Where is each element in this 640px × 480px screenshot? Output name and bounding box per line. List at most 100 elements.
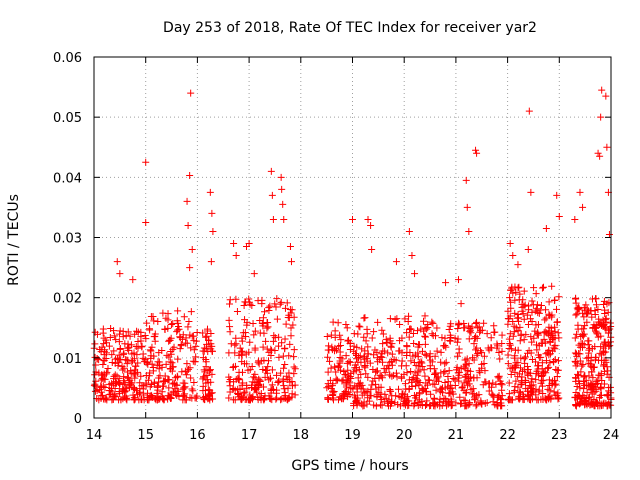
data-point bbox=[187, 89, 195, 97]
data-point bbox=[393, 315, 401, 323]
data-point bbox=[493, 344, 501, 352]
data-point bbox=[360, 333, 368, 341]
data-point bbox=[203, 340, 211, 348]
data-point bbox=[334, 319, 342, 327]
data-point bbox=[284, 396, 292, 404]
data-point bbox=[594, 402, 602, 410]
data-point bbox=[498, 347, 506, 355]
y-tick-label: 0 bbox=[74, 412, 82, 427]
data-point bbox=[470, 374, 478, 382]
data-point bbox=[554, 357, 562, 365]
data-point bbox=[506, 294, 514, 302]
data-point bbox=[137, 395, 145, 403]
data-point bbox=[253, 378, 261, 386]
data-point bbox=[190, 346, 198, 354]
data-point bbox=[473, 351, 481, 359]
data-point bbox=[398, 349, 406, 357]
data-point bbox=[285, 394, 293, 402]
grid-layer bbox=[94, 57, 611, 418]
data-point bbox=[103, 349, 111, 357]
data-point bbox=[114, 362, 122, 370]
data-point bbox=[160, 378, 168, 386]
data-point bbox=[605, 373, 613, 381]
data-point bbox=[452, 399, 460, 407]
data-point bbox=[93, 330, 101, 338]
data-point bbox=[504, 360, 512, 368]
data-point bbox=[572, 311, 580, 319]
data-point bbox=[157, 393, 165, 401]
data-point bbox=[345, 358, 353, 366]
data-point bbox=[359, 385, 367, 393]
data-point bbox=[379, 358, 387, 366]
data-point bbox=[403, 369, 411, 377]
data-point bbox=[580, 377, 588, 385]
data-point bbox=[465, 377, 473, 385]
data-point bbox=[472, 320, 480, 328]
data-point bbox=[175, 323, 183, 331]
x-tick-label: 24 bbox=[603, 428, 620, 443]
data-point bbox=[102, 336, 110, 344]
data-point bbox=[361, 362, 369, 370]
data-point bbox=[522, 353, 530, 361]
data-point bbox=[592, 301, 600, 309]
data-point bbox=[403, 329, 411, 337]
data-point bbox=[405, 401, 413, 409]
data-point bbox=[193, 328, 201, 336]
data-point bbox=[249, 395, 257, 403]
data-point bbox=[519, 310, 527, 318]
data-point bbox=[466, 327, 474, 335]
data-point bbox=[431, 352, 439, 360]
data-point bbox=[370, 328, 378, 336]
data-point bbox=[120, 364, 128, 372]
data-point bbox=[436, 395, 444, 403]
data-point bbox=[445, 325, 453, 333]
data-point bbox=[429, 319, 437, 327]
data-point bbox=[535, 309, 543, 317]
data-point bbox=[584, 399, 592, 407]
data-point bbox=[554, 395, 562, 403]
data-point bbox=[344, 388, 352, 396]
data-point bbox=[165, 384, 173, 392]
data-point bbox=[267, 351, 275, 359]
data-point bbox=[520, 287, 528, 295]
data-point bbox=[481, 378, 489, 386]
data-point bbox=[530, 334, 538, 342]
data-point bbox=[346, 339, 354, 347]
data-point bbox=[261, 373, 269, 381]
data-point bbox=[476, 328, 484, 336]
data-point bbox=[404, 317, 412, 325]
data-point bbox=[526, 381, 534, 389]
data-point bbox=[181, 367, 189, 375]
data-point bbox=[580, 381, 588, 389]
data-point bbox=[331, 333, 339, 341]
data-point bbox=[498, 381, 506, 389]
data-point bbox=[206, 366, 214, 374]
data-point bbox=[538, 369, 546, 377]
data-point bbox=[439, 384, 447, 392]
data-point bbox=[288, 306, 296, 314]
data-point bbox=[282, 320, 290, 328]
data-point bbox=[275, 353, 283, 361]
data-point bbox=[576, 384, 584, 392]
data-point bbox=[511, 296, 519, 304]
data-point bbox=[143, 319, 151, 327]
data-point bbox=[596, 391, 604, 399]
data-point bbox=[395, 385, 403, 393]
data-point bbox=[373, 390, 381, 398]
data-point bbox=[442, 279, 450, 287]
data-point bbox=[226, 328, 234, 336]
data-point bbox=[592, 327, 600, 335]
data-point bbox=[583, 388, 591, 396]
data-point bbox=[398, 362, 406, 370]
data-point bbox=[457, 300, 465, 308]
data-point bbox=[414, 368, 422, 376]
data-point bbox=[552, 365, 560, 373]
data-point bbox=[165, 376, 173, 384]
data-point bbox=[375, 388, 383, 396]
data-point bbox=[326, 376, 334, 384]
data-point bbox=[603, 391, 611, 399]
data-point bbox=[180, 313, 188, 321]
data-point bbox=[200, 373, 208, 381]
data-point bbox=[537, 379, 545, 387]
